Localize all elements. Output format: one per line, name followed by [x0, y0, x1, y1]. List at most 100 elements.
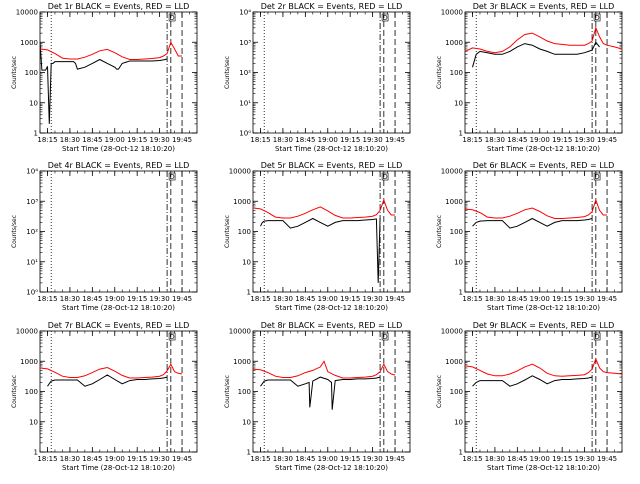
y-tick-label: 100 — [25, 388, 38, 396]
x-tick-label: 18:45 — [82, 136, 102, 144]
legend-box — [381, 332, 389, 341]
y-axis-label: Counts/sec — [224, 215, 231, 248]
x-tick-label: 19:45 — [172, 295, 192, 303]
legend-marker: D — [169, 14, 174, 22]
y-tick-label: 10³ — [239, 39, 251, 47]
plot-frame — [464, 330, 623, 453]
x-tick-label: 18:15 — [250, 455, 270, 463]
legend-marker: D — [169, 333, 174, 341]
y-tick-label: 1 — [247, 449, 251, 457]
x-tick-label: 18:45 — [507, 136, 527, 144]
x-tick-label: 19:45 — [597, 136, 617, 144]
x-tick-label: 18:45 — [507, 455, 527, 463]
y-tick-label: 1000 — [445, 198, 463, 206]
x-tick-label: 19:00 — [318, 455, 338, 463]
x-tick-label: 19:45 — [172, 136, 192, 144]
series-line-lld — [40, 41, 182, 60]
x-axis-label: Start Time (28-Oct-12 18:10:20) — [487, 304, 600, 312]
x-tick-label: 18:30 — [273, 136, 293, 144]
x-tick-label: 19:30 — [150, 455, 170, 463]
x-tick-label: 19:00 — [530, 455, 550, 463]
panel-4: Det 4r BLACK = Events, RED = LLD 10⁰ 10¹ 10… — [11, 161, 198, 312]
series-group — [465, 26, 622, 68]
x-axis-label: Start Time (28-Oct-12 18:10:20) — [62, 304, 175, 312]
x-tick-label: 18:45 — [507, 295, 527, 303]
panel-1: Det 1r BLACK = Events, RED = LLD 1 10 100 10… — [11, 2, 198, 153]
y-tick-label: 1000 — [445, 358, 463, 366]
y-axis-label: Counts/sec — [224, 56, 231, 89]
legend-box — [381, 13, 389, 22]
y-axis-label: Counts/sec — [436, 56, 443, 89]
x-tick-label: 19:00 — [530, 295, 550, 303]
y-tick-label: 1 — [459, 130, 463, 138]
x-tick-label: 18:30 — [60, 455, 80, 463]
y-tick-label: 10 — [454, 99, 463, 107]
panel-title: Det 8r BLACK = Events, RED = LLD — [261, 321, 403, 330]
x-tick-label: 19:15 — [340, 136, 360, 144]
x-tick-label: 19:45 — [385, 455, 405, 463]
series-line-events — [260, 217, 381, 283]
x-axis-label: Start Time (28-Oct-12 18:10:20) — [275, 145, 388, 153]
y-tick-label: 1 — [34, 449, 38, 457]
x-tick-label: 19:30 — [363, 295, 383, 303]
panel-7: Det 7r BLACK = Events, RED = LLD 1 10 100 10… — [11, 321, 198, 472]
y-tick-label: 10 — [454, 418, 463, 426]
y-tick-label: 10000 — [229, 168, 251, 176]
series-line-lld — [253, 198, 395, 219]
panel-5: Det 5r BLACK = Events, RED = LLD 1 10 100 10… — [224, 161, 411, 312]
panel-6: Det 6r BLACK = Events, RED = LLD 1 10 100 10… — [436, 161, 623, 312]
x-tick-label: 19:15 — [127, 136, 147, 144]
y-axis-label: Counts/sec — [224, 375, 231, 408]
plot-frame — [252, 170, 411, 293]
x-tick-label: 18:15 — [462, 136, 482, 144]
y-tick-label: 10² — [239, 69, 251, 77]
y-tick-label: 100 — [450, 69, 463, 77]
series-group — [465, 198, 607, 229]
series-line-events — [47, 374, 168, 387]
legend-marker: D — [382, 173, 387, 181]
y-tick-label: 1000 — [445, 39, 463, 47]
series-group — [40, 363, 183, 387]
x-tick-label: 19:15 — [552, 455, 572, 463]
y-axis-label: Counts/sec — [11, 375, 18, 408]
panel-title: Det 4r BLACK = Events, RED = LLD — [48, 161, 190, 170]
panel-title: Det 6r BLACK = Events, RED = LLD — [473, 161, 615, 170]
y-tick-label: 10000 — [441, 9, 463, 17]
panel-title: Det 3r BLACK = Events, RED = LLD — [473, 2, 615, 11]
y-tick-label: 10000 — [16, 328, 38, 336]
x-tick-label: 19:45 — [385, 295, 405, 303]
x-tick-label: 19:15 — [127, 295, 147, 303]
x-tick-label: 19:45 — [385, 136, 405, 144]
x-tick-label: 18:15 — [250, 295, 270, 303]
x-tick-label: 19:00 — [530, 136, 550, 144]
legend-marker: D — [594, 14, 599, 22]
x-tick-label: 19:30 — [150, 295, 170, 303]
x-tick-label: 18:15 — [462, 295, 482, 303]
plot-frame — [464, 170, 623, 293]
y-tick-label: 10 — [29, 99, 38, 107]
legend-box — [168, 13, 176, 22]
panel-2: Det 2r BLACK = Events, RED = LLD 10⁰ 10¹ 10… — [224, 2, 411, 153]
panel-title: Det 5r BLACK = Events, RED = LLD — [261, 161, 403, 170]
legend-box — [168, 172, 176, 181]
x-tick-label: 19:00 — [318, 136, 338, 144]
y-tick-label: 10 — [29, 418, 38, 426]
x-axis-label: Start Time (28-Oct-12 18:10:20) — [62, 145, 175, 153]
legend-box — [593, 13, 601, 22]
panel-title: Det 1r BLACK = Events, RED = LLD — [48, 2, 190, 11]
x-tick-label: 19:30 — [575, 295, 595, 303]
x-tick-label: 18:15 — [37, 136, 57, 144]
legend-marker: D — [594, 173, 599, 181]
x-tick-label: 19:45 — [172, 455, 192, 463]
y-tick-label: 1000 — [20, 39, 38, 47]
x-tick-label: 18:15 — [37, 295, 57, 303]
series-group — [253, 198, 395, 283]
y-axis-label: Counts/sec — [11, 56, 18, 89]
y-tick-label: 10000 — [441, 328, 463, 336]
legend-box — [593, 332, 601, 341]
y-tick-label: 100 — [238, 388, 251, 396]
x-tick-label: 19:15 — [340, 455, 360, 463]
legend-box — [381, 172, 389, 181]
